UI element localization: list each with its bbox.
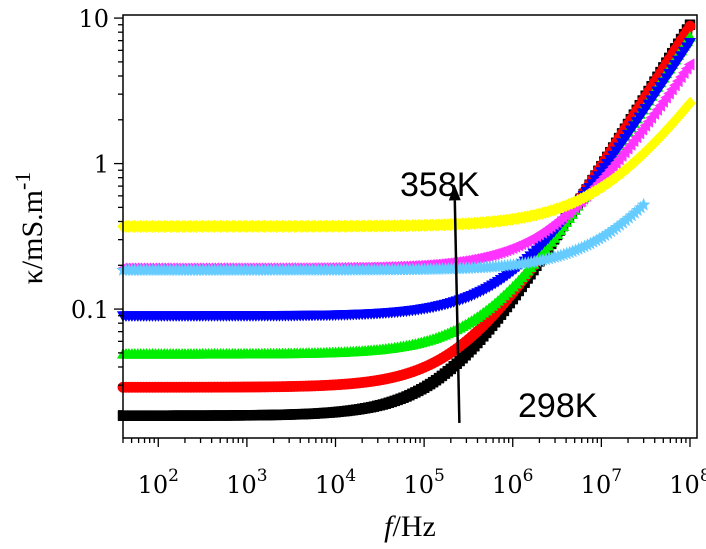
x-tick-label: 106 [492, 466, 533, 499]
point-358K-192 [684, 96, 696, 110]
x-tick-exp: 3 [257, 466, 268, 486]
x-tick-exp: 8 [700, 466, 706, 486]
x-tick-base: 10 [403, 471, 434, 499]
temperature-arrow [453, 200, 461, 423]
y-tick-label: 1 [94, 151, 109, 179]
x-tick-exp: 7 [611, 466, 622, 486]
point-343K-176 [636, 197, 651, 211]
x-tick-base: 10 [492, 471, 523, 499]
y-tick-label: 10 [78, 5, 109, 33]
x-tick-exp: 6 [523, 466, 534, 486]
x-tick-base: 10 [581, 471, 612, 499]
series-358K [117, 96, 696, 234]
x-tick-label: 104 [315, 466, 356, 499]
x-tick-label: 102 [138, 466, 179, 499]
x-tick-label: 108 [669, 466, 706, 499]
series-343K [116, 197, 651, 277]
y-axis-title: κ/mS.m-1 [10, 172, 49, 285]
y-tick-label: 0.1 [71, 296, 109, 324]
annotation-358k: 358K [400, 166, 480, 204]
temperature-arrow-head [448, 184, 461, 201]
point-338K-192 [683, 58, 695, 71]
x-axis-title-unit: /Hz [393, 510, 436, 543]
y-axis-title-main: κ/mS.m [16, 190, 49, 284]
series-308K [117, 20, 696, 393]
x-tick-label: 107 [581, 466, 622, 499]
x-tick-exp: 5 [434, 466, 445, 486]
x-axis-title: f/Hz [384, 510, 436, 543]
series-layer [116, 19, 697, 421]
x-tick-label: 103 [226, 466, 267, 499]
ticks-layer [114, 17, 691, 447]
annotation-298k: 298K [518, 387, 598, 425]
x-tick-base: 10 [226, 471, 257, 499]
series-328K [116, 37, 697, 323]
x-tick-base: 10 [315, 471, 346, 499]
x-tick-label: 105 [403, 466, 444, 499]
x-tick-exp: 4 [345, 466, 356, 486]
x-tick-exp: 2 [168, 466, 179, 486]
point-328K-192 [683, 37, 697, 49]
point-308K-192 [684, 20, 696, 32]
x-tick-base: 10 [669, 471, 700, 499]
x-tick-base: 10 [138, 471, 169, 499]
y-axis-title-sup: -1 [10, 172, 35, 190]
